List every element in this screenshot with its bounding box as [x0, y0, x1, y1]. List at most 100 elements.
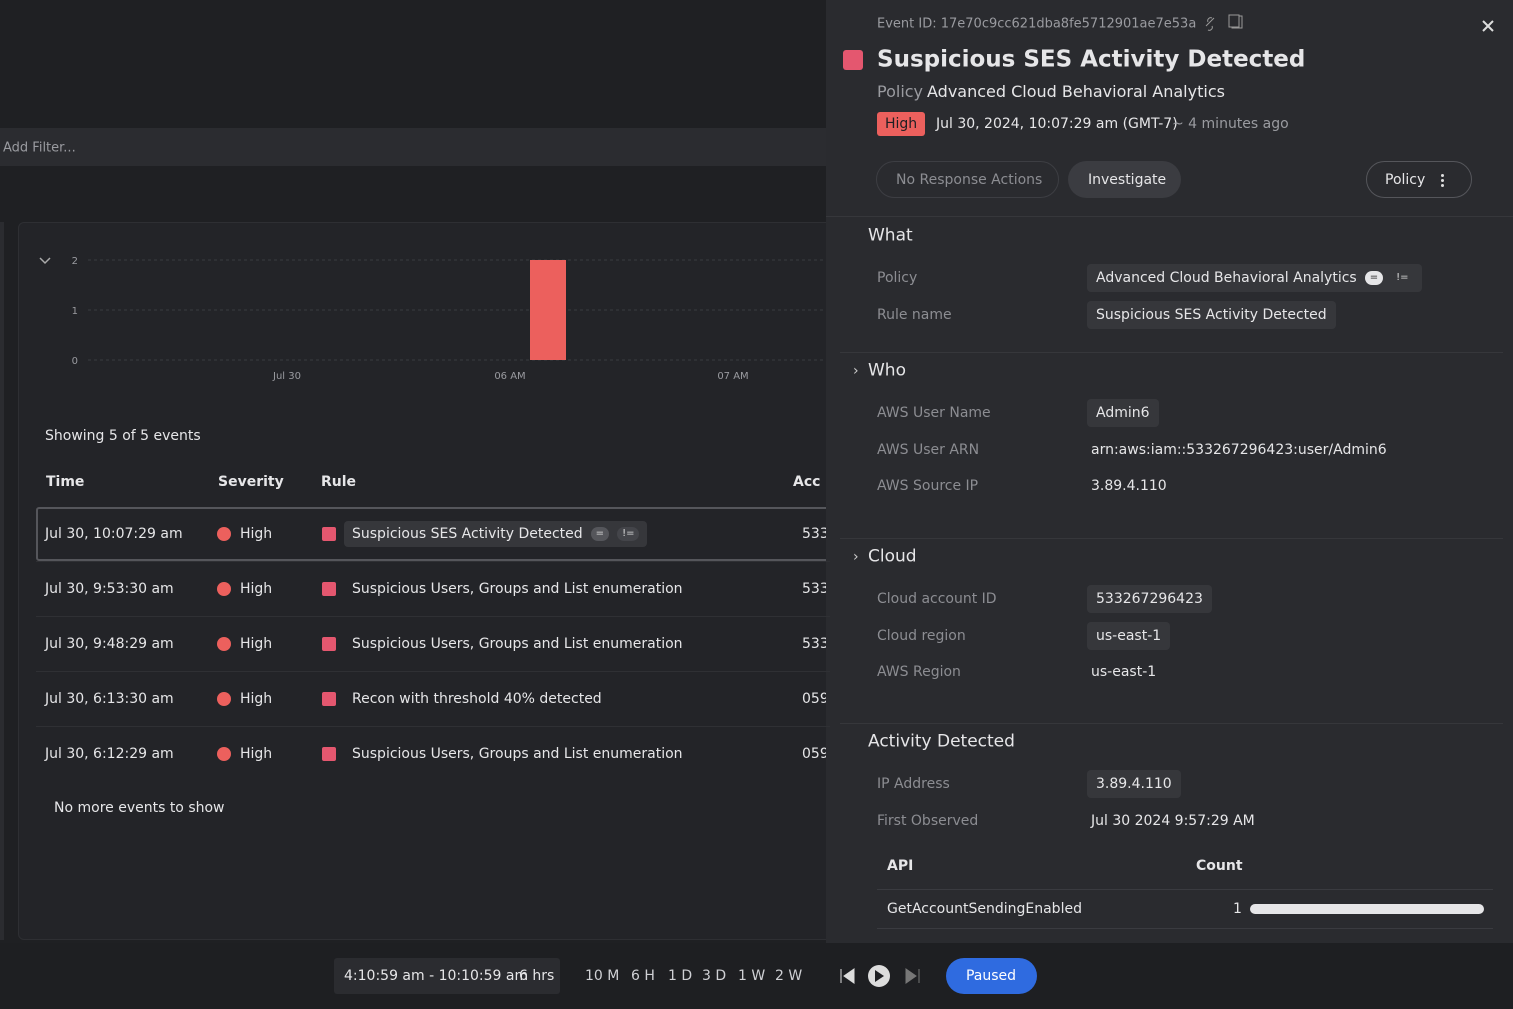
field-label: First Observed [877, 812, 979, 829]
x-tick-label: Jul 30 [272, 371, 301, 382]
event-account: 533 [802, 582, 826, 596]
section-divider [840, 538, 1503, 539]
action-label: No Response Actions [896, 172, 1043, 188]
time-preset[interactable]: 1 W [738, 968, 766, 984]
column-header: Acc [793, 474, 821, 490]
column-header: Rule [321, 474, 357, 490]
range-box[interactable] [334, 958, 560, 994]
close-button[interactable] [1481, 19, 1495, 33]
policy-value: Advanced Cloud Behavioral Analytics [927, 82, 1225, 101]
playback-controls[interactable] [838, 964, 928, 988]
filter-op[interactable]: != [617, 527, 640, 541]
collapse-chevron[interactable] [39, 257, 51, 265]
section-title: Who [868, 360, 906, 381]
event-title: Suspicious SES Activity Detected [877, 46, 1306, 73]
severity-dot [217, 637, 231, 651]
event-account: 533 [802, 637, 826, 651]
event-ago: ~ 4 minutes ago [1172, 116, 1289, 132]
field-value: us-east-1 [1087, 621, 1171, 650]
event-id: Event ID: 17e70c9cc621dba8fe5712901ae7e5… [877, 16, 1197, 32]
event-severity: High [240, 746, 273, 762]
event-icons[interactable] [1203, 14, 1243, 34]
section-title: Cloud [868, 546, 917, 567]
section-divider [840, 723, 1503, 724]
filter-placeholder: Add Filter... [3, 140, 76, 156]
event-severity: High [240, 691, 273, 707]
time-preset[interactable]: 6 H [631, 968, 655, 984]
y-tick-label: 1 [72, 306, 78, 317]
paused-button[interactable] [946, 958, 1037, 994]
time-preset[interactable]: 2 W [775, 968, 803, 984]
field-value: us-east-1 [1091, 664, 1157, 681]
field-value: Advanced Cloud Behavioral Analytics = != [1087, 264, 1423, 292]
filter-op[interactable]: = [590, 527, 610, 541]
x-tick-label: 06 AM [494, 371, 525, 382]
event-account: 059 [802, 747, 826, 761]
chevron: › [853, 363, 859, 379]
rule-icon [322, 527, 336, 541]
severity-dot [217, 692, 231, 706]
y-tick-label: 0 [72, 356, 78, 367]
row-divider [36, 671, 830, 672]
table-divider [877, 889, 1493, 890]
field-value: Jul 30 2024 9:57:29 AM [1091, 812, 1255, 829]
bar [530, 260, 566, 360]
field-label: Cloud region [877, 627, 966, 644]
api-header: API [887, 858, 914, 874]
count-bar [1250, 904, 1484, 914]
severity-dot [217, 747, 231, 761]
event-time: Jul 30, 10:07:29 am [45, 526, 183, 542]
event-time: Jul 30, 6:13:30 am [45, 691, 174, 707]
severity-dot [217, 527, 231, 541]
side-edge [0, 222, 4, 940]
time-preset[interactable]: 10 M [585, 968, 620, 984]
time-preset[interactable]: 3 D [702, 968, 727, 984]
filter-op[interactable]: != [1396, 272, 1409, 283]
time-bar [0, 943, 1513, 1009]
section-divider [840, 352, 1503, 353]
field-label: Rule name [877, 306, 952, 323]
severity-dot [217, 582, 231, 596]
kebab-dot [1441, 179, 1444, 182]
divider [826, 216, 1513, 217]
event-rule[interactable]: Suspicious SES Activity Detected = != [344, 521, 648, 547]
event-rule: Recon with threshold 40% detected [352, 691, 602, 707]
rule-icon [322, 637, 336, 651]
filter-bar[interactable] [0, 128, 826, 166]
event-timestamp: Jul 30, 2024, 10:07:29 am (GMT-7) [936, 116, 1178, 132]
event-account: 059 [802, 692, 826, 706]
row-divider [877, 928, 1493, 929]
row-divider [36, 561, 830, 562]
field-label: Cloud account ID [877, 591, 997, 607]
field-label: Policy [877, 270, 918, 286]
filter-op[interactable]: = [1364, 271, 1384, 285]
section-title: Activity Detected [868, 731, 1015, 752]
histogram: 0 1 2 Jul 30 06 AM 07 AM [39, 256, 830, 382]
rule-icon [322, 692, 336, 706]
event-account: 533 [802, 527, 826, 541]
no-response-button[interactable] [876, 161, 1059, 198]
field-value: Suspicious SES Activity Detected [1087, 300, 1336, 329]
time-duration: 6 hrs [519, 968, 555, 984]
event-rule: Suspicious Users, Groups and List enumer… [352, 581, 683, 597]
playback-status: Paused [965, 968, 1017, 984]
policy-button[interactable] [1366, 161, 1472, 198]
field-label: AWS User ARN [877, 441, 980, 458]
event-rule: Suspicious Users, Groups and List enumer… [352, 746, 683, 762]
time-preset[interactable]: 1 D [668, 968, 693, 984]
y-tick-label: 2 [72, 256, 78, 267]
event-severity: High [240, 581, 273, 597]
field-label: AWS Region [877, 664, 961, 681]
api-count: 1 [1233, 901, 1242, 917]
event-time: Jul 30, 9:48:29 am [45, 636, 174, 652]
event-rule: Suspicious Users, Groups and List enumer… [352, 636, 683, 652]
row-divider [36, 616, 830, 617]
field-value: arn:aws:iam::533267296423:user/Admin6 [1091, 441, 1387, 458]
field-label: IP Address [877, 776, 950, 792]
event-time: Jul 30, 6:12:29 am [45, 746, 174, 762]
field-value: 3.89.4.110 [1087, 770, 1181, 798]
action-label: Investigate [1088, 172, 1167, 188]
section-title: What [868, 225, 913, 246]
investigate-button[interactable] [1068, 161, 1181, 198]
policy-label: Policy [877, 82, 924, 101]
